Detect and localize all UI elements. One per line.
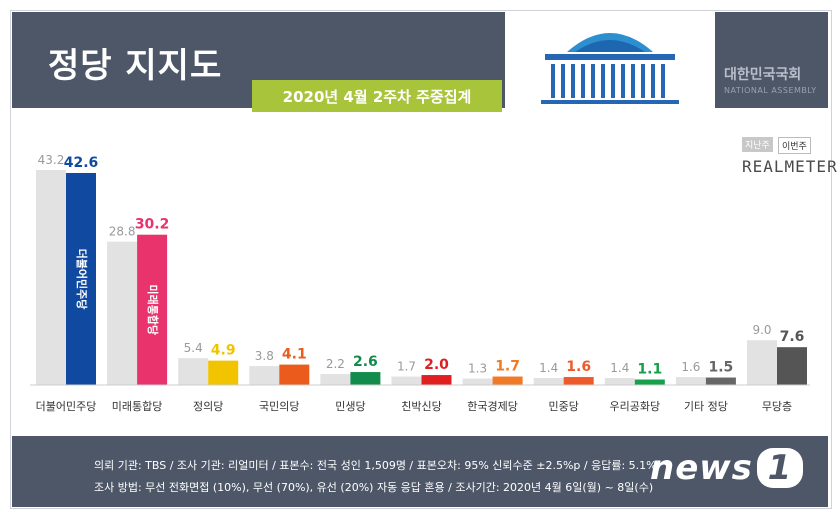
bar-prev-6 xyxy=(462,378,493,385)
label-prev-10: 9.0 xyxy=(752,323,771,337)
bar-curr-6 xyxy=(492,376,523,385)
label-prev-6: 1.3 xyxy=(468,362,487,376)
bar-logo-text-1: 미래통합당 xyxy=(146,285,160,336)
label-curr-0: 42.6 xyxy=(64,155,99,171)
page-title: 정당 지지도 xyxy=(48,46,223,86)
label-prev-4: 2.2 xyxy=(326,357,345,371)
bar-curr-7 xyxy=(563,377,594,385)
brand-logo: REALMETER xyxy=(742,157,838,176)
national-assembly-icon xyxy=(541,33,679,104)
assembly-name: 대한민국국회 xyxy=(724,67,802,83)
category-label-0: 더불어민주당 xyxy=(36,400,97,413)
category-label-2: 정의당 xyxy=(193,400,223,413)
bar-prev-7 xyxy=(533,378,564,385)
label-curr-8: 1.1 xyxy=(637,362,662,378)
label-curr-7: 1.6 xyxy=(566,359,591,375)
label-prev-7: 1.4 xyxy=(539,361,558,375)
category-label-9: 기타 정당 xyxy=(684,400,728,413)
bar-curr-1 xyxy=(137,234,168,385)
footer-bar xyxy=(12,436,828,507)
label-curr-9: 1.5 xyxy=(708,360,733,376)
category-label-1: 미래통합당 xyxy=(112,400,163,413)
bar-curr-3 xyxy=(279,364,310,385)
category-label-7: 민중당 xyxy=(549,400,579,413)
label-prev-1: 28.8 xyxy=(109,225,136,239)
bar-curr-9 xyxy=(705,377,736,385)
bar-logo-text-0: 더불어민주당 xyxy=(75,249,89,310)
label-prev-8: 1.4 xyxy=(610,361,629,375)
bar-prev-2 xyxy=(178,358,209,385)
bar-prev-3 xyxy=(249,366,280,385)
legend-curr-week: 이번주 xyxy=(778,137,811,154)
label-prev-5: 1.7 xyxy=(397,360,416,374)
label-curr-5: 2.0 xyxy=(424,357,449,373)
label-prev-9: 1.6 xyxy=(681,360,700,374)
label-prev-3: 3.8 xyxy=(255,349,274,363)
label-curr-1: 30.2 xyxy=(135,217,170,233)
bar-curr-2 xyxy=(208,360,239,385)
bar-prev-0 xyxy=(36,170,66,385)
legend-prev-week: 지난주 xyxy=(742,137,773,152)
footer-survey-info: 의뢰 기관: TBS / 조사 기관: 리얼미터 / 표본수: 전국 성인 1,… xyxy=(94,459,657,472)
watermark-text: news xyxy=(650,448,753,488)
category-label-10: 무당층 xyxy=(762,400,792,413)
label-curr-2: 4.9 xyxy=(211,343,236,359)
bar-curr-8 xyxy=(634,379,665,385)
label-curr-10: 7.6 xyxy=(780,329,805,345)
bar-curr-4 xyxy=(350,372,381,385)
bar-prev-5 xyxy=(391,376,422,385)
bar-prev-9 xyxy=(675,377,706,385)
survey-period-badge: 2020년 4월 2주차 주중집계 xyxy=(252,80,502,112)
bar-prev-1 xyxy=(107,241,138,385)
label-curr-3: 4.1 xyxy=(282,347,307,363)
category-label-4: 민생당 xyxy=(335,400,365,413)
category-label-8: 우리공화당 xyxy=(609,400,660,413)
footer-survey-method: 조사 방법: 무선 전화면접 (10%), 무선 (70%), 유선 (20%)… xyxy=(94,481,654,494)
bar-prev-8 xyxy=(604,378,635,385)
category-label-6: 한국경제당 xyxy=(467,400,518,413)
bar-prev-4 xyxy=(320,374,351,385)
category-label-3: 국민의당 xyxy=(259,400,299,413)
bar-curr-0 xyxy=(66,172,96,385)
news1-watermark: news 1 xyxy=(650,448,803,488)
bar-curr-5 xyxy=(421,375,452,385)
label-curr-4: 2.6 xyxy=(353,354,378,370)
category-label-5: 친박신당 xyxy=(401,400,441,413)
label-prev-0: 43.2 xyxy=(38,153,65,167)
bar-prev-10 xyxy=(747,340,777,385)
watermark-one: 1 xyxy=(756,448,803,488)
label-curr-6: 1.7 xyxy=(495,359,520,375)
label-prev-2: 5.4 xyxy=(184,341,203,355)
assembly-logo xyxy=(505,12,715,108)
bar-curr-10 xyxy=(777,347,807,385)
assembly-name-en: NATIONAL ASSEMBLY xyxy=(724,86,817,95)
